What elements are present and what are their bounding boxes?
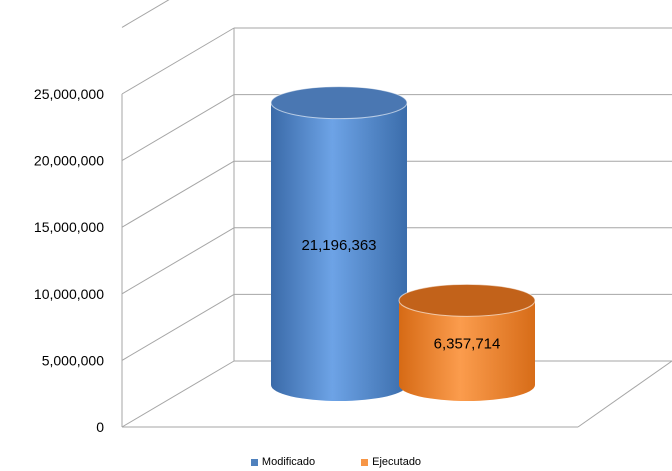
y-tick-label: 15,000,000 xyxy=(34,219,104,235)
gridline-side-5 xyxy=(121,27,235,95)
gridline-side-4 xyxy=(121,94,235,162)
bar-modificado-body xyxy=(271,102,407,402)
bar-ejecutado xyxy=(398,283,536,401)
gridline-side-6 xyxy=(121,0,170,28)
gridline-side-2 xyxy=(121,227,235,295)
legend-swatch-modificado xyxy=(250,458,258,466)
bar-ejecutado-top xyxy=(398,283,536,317)
y-tick-label: 5,000,000 xyxy=(42,352,104,368)
y-axis-ticks: 0 5,000,000 10,000,000 15,000,000 20,000,000… xyxy=(34,86,104,435)
legend-swatch-ejecutado xyxy=(361,458,369,466)
y-tick-label: 25,000,000 xyxy=(34,86,104,102)
bars xyxy=(270,86,536,402)
gridline-side-3 xyxy=(121,160,235,228)
y-tick-label: 10,000,000 xyxy=(34,286,104,302)
floor-right-edge xyxy=(577,360,672,428)
y-tick-label: 20,000,000 xyxy=(34,153,104,169)
data-labels: 21,196,363 6,357,714 xyxy=(301,237,500,353)
gridline-side-1 xyxy=(121,293,235,361)
legend-label-modificado: Modificado xyxy=(261,456,316,468)
data-label-modificado: 21,196,363 xyxy=(301,237,376,254)
gridline-side-0 xyxy=(121,360,235,428)
bar-modificado-top xyxy=(270,86,408,120)
bar-ejecutado-body xyxy=(399,300,535,401)
data-label-ejecutado: 6,357,714 xyxy=(434,336,501,353)
y-tick-label: 0 xyxy=(96,419,104,435)
legend: Modificado Ejecutado xyxy=(0,456,672,468)
bar-modificado xyxy=(270,86,408,402)
legend-item-modificado: Modificado xyxy=(250,456,316,468)
legend-item-ejecutado: Ejecutado xyxy=(361,456,421,468)
legend-label-ejecutado: Ejecutado xyxy=(372,456,422,468)
